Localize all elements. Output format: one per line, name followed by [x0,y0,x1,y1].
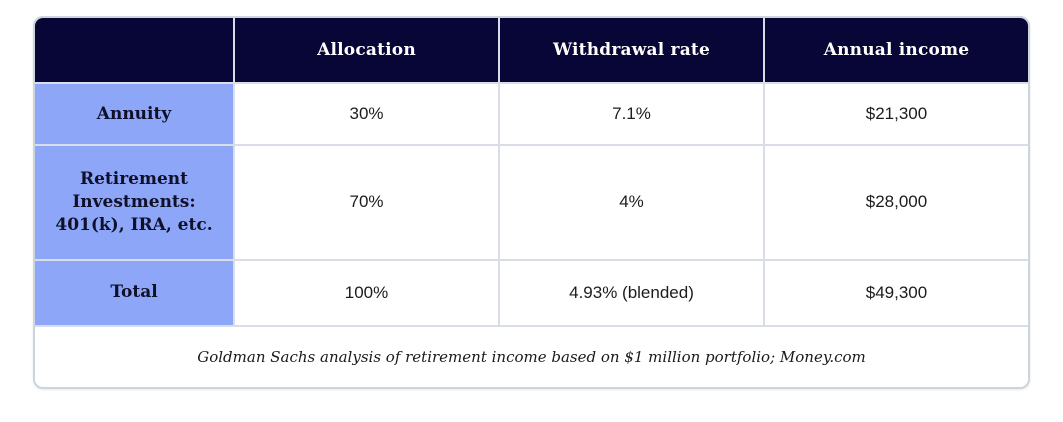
table-row-retirement-investments: Retirement Investments: 401(k), IRA, etc… [35,144,1028,261]
header-cell-allocation: Allocation [233,18,500,84]
cell-total-annual-income: $49,300 [763,258,1028,328]
cell-retirement-allocation: 70% [233,144,500,261]
header-cell-empty [35,18,235,84]
cell-retirement-withdrawal-rate: 4% [498,144,765,261]
cell-total-allocation: 100% [233,258,500,328]
retirement-income-table: Allocation Withdrawal rate Annual income… [35,18,1028,387]
footnote-row: Goldman Sachs analysis of retirement inc… [35,325,1028,387]
cell-total-withdrawal-rate: 4.93% (blended) [498,258,765,328]
cell-annuity-withdrawal-rate: 7.1% [498,81,765,147]
row-label-annuity: Annuity [35,81,235,147]
cell-annuity-allocation: 30% [233,81,500,147]
header-cell-annual-income: Annual income [763,18,1028,84]
header-cell-withdrawal-rate: Withdrawal rate [498,18,765,84]
row-label-total: Total [35,258,235,328]
table-row-annuity: Annuity 30% 7.1% $21,300 [35,81,1028,147]
table-row-total: Total 100% 4.93% (blended) $49,300 [35,258,1028,328]
header-row: Allocation Withdrawal rate Annual income [35,18,1028,84]
cell-retirement-annual-income: $28,000 [763,144,1028,261]
cell-annuity-annual-income: $21,300 [763,81,1028,147]
row-label-retirement-investments: Retirement Investments: 401(k), IRA, etc… [35,144,235,261]
retirement-income-table-card: Allocation Withdrawal rate Annual income… [33,16,1030,389]
table-footnote: Goldman Sachs analysis of retirement inc… [35,325,1028,387]
